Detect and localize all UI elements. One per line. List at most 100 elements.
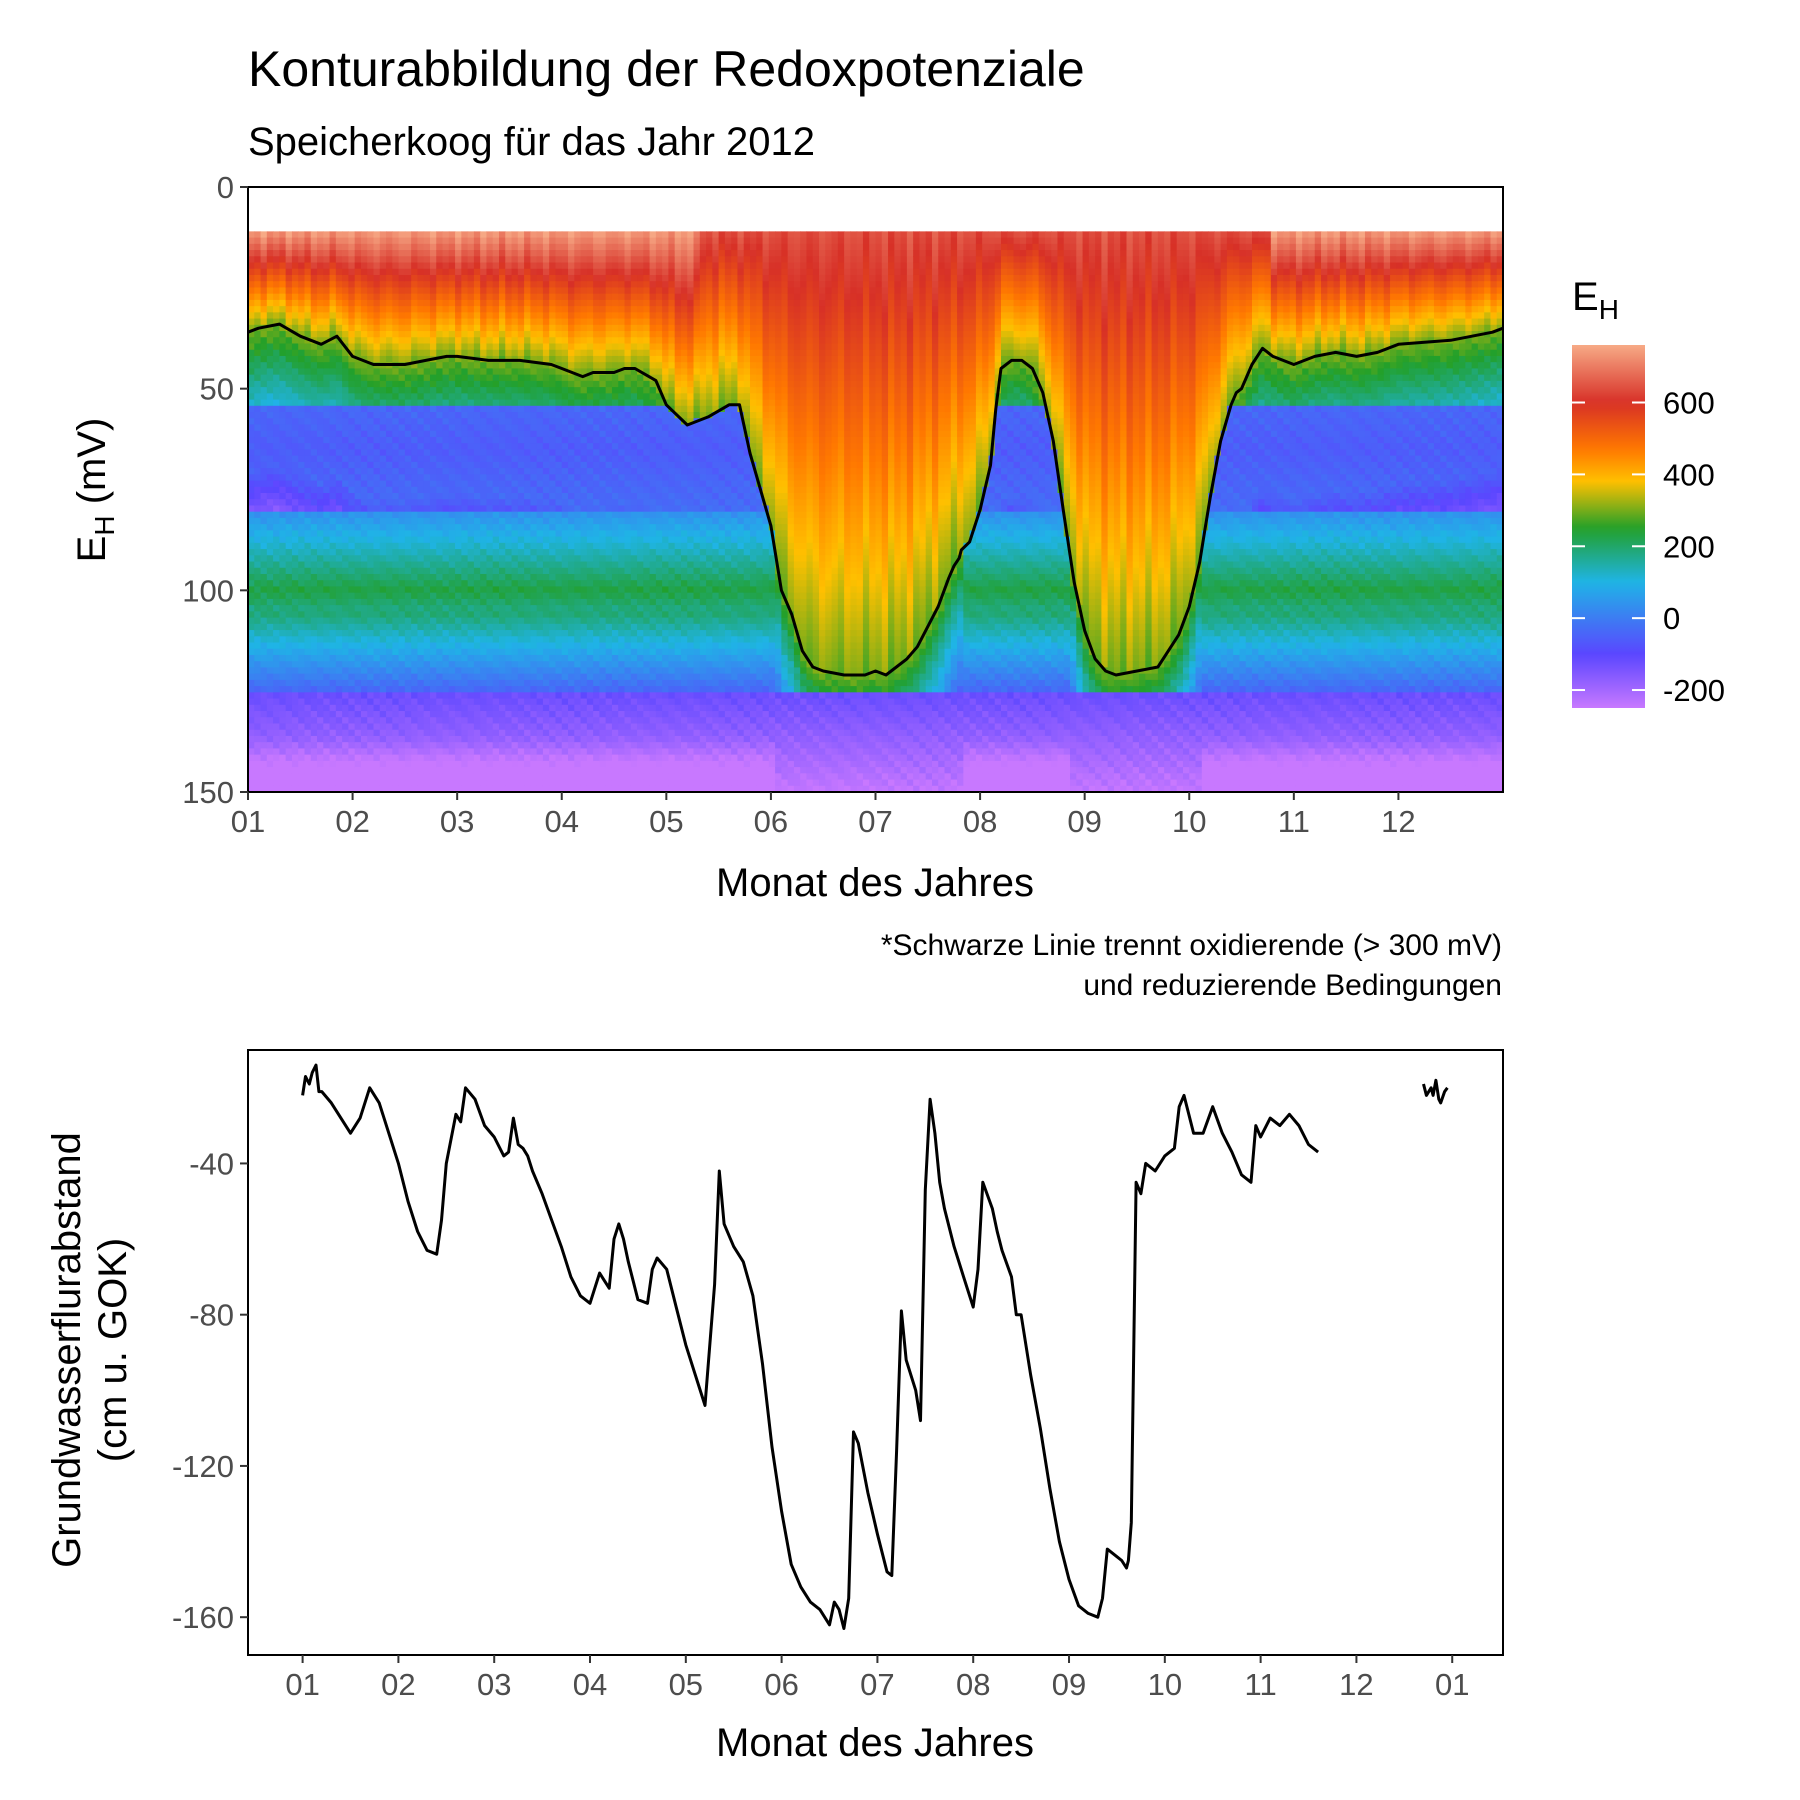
heatmap-cell xyxy=(530,623,538,631)
heatmap-cell xyxy=(436,256,444,264)
heatmap-cell xyxy=(442,374,450,382)
heatmap-cell xyxy=(461,293,469,301)
heatmap-cell xyxy=(436,493,444,500)
heatmap-cell xyxy=(549,679,557,687)
heatmap-cell xyxy=(574,343,582,351)
heatmap-cell xyxy=(310,480,318,488)
heatmap-cell xyxy=(285,767,293,774)
heatmap-cell xyxy=(304,250,312,257)
heatmap-cell xyxy=(298,256,306,264)
heatmap-cell xyxy=(360,748,368,756)
heatmap-cell xyxy=(273,343,280,351)
heatmap-cell xyxy=(536,324,544,332)
heatmap-cell xyxy=(524,667,531,675)
heatmap-cell xyxy=(310,679,318,687)
heatmap-cell xyxy=(354,630,362,637)
heatmap-cell xyxy=(411,443,419,450)
heatmap-cell xyxy=(291,611,299,619)
heatmap-cell xyxy=(335,779,343,787)
heatmap-cell xyxy=(392,231,400,239)
heatmap-cell xyxy=(317,673,324,681)
heatmap-cell xyxy=(511,542,519,550)
heatmap-cell xyxy=(580,412,588,419)
heatmap-cell xyxy=(473,617,481,625)
heatmap-cell xyxy=(586,642,594,650)
heatmap-cell xyxy=(273,449,280,457)
heatmap-cell xyxy=(505,393,513,401)
heatmap-cell xyxy=(555,231,563,239)
heatmap-cell xyxy=(511,318,519,326)
heatmap-cell xyxy=(499,567,506,575)
heatmap-cell xyxy=(492,598,500,606)
heatmap-cell xyxy=(511,742,519,749)
heatmap-cell xyxy=(348,661,356,669)
heatmap-cell xyxy=(335,698,343,706)
heatmap-cell xyxy=(260,598,268,606)
heatmap-cell xyxy=(436,524,444,531)
heatmap-cell xyxy=(568,605,575,612)
heatmap-cell xyxy=(298,243,306,251)
heatmap-cell xyxy=(473,343,481,351)
heatmap-cell xyxy=(329,486,337,494)
heatmap-cell xyxy=(436,499,444,507)
heatmap-cell xyxy=(386,654,393,662)
heatmap-cell xyxy=(448,268,456,276)
heatmap-cell xyxy=(473,586,481,594)
heatmap-cell xyxy=(317,623,324,631)
heatmap-cell xyxy=(266,617,274,625)
heatmap-cell xyxy=(542,617,550,625)
heatmap-cell xyxy=(285,306,293,313)
heatmap-cell xyxy=(285,262,293,270)
heatmap-cell xyxy=(568,704,575,712)
heatmap-cell xyxy=(448,468,456,475)
heatmap-cell xyxy=(561,598,569,606)
heatmap-cell xyxy=(499,667,506,675)
heatmap-cell xyxy=(386,773,393,781)
heatmap-cell xyxy=(392,468,400,475)
heatmap-cell xyxy=(398,530,406,538)
heatmap-cell xyxy=(593,337,600,345)
heatmap-cell xyxy=(254,511,262,519)
heatmap-cell xyxy=(254,630,262,637)
heatmap-cell xyxy=(317,331,324,338)
heatmap-cell xyxy=(310,661,318,669)
heatmap-cell xyxy=(348,299,356,307)
heatmap-cell xyxy=(473,648,481,656)
heatmap-cell xyxy=(298,773,306,781)
heatmap-cell xyxy=(461,667,469,675)
heatmap-cell xyxy=(461,505,469,513)
heatmap-cell xyxy=(505,324,513,332)
heatmap-cell xyxy=(266,767,274,774)
heatmap-cell xyxy=(448,480,456,488)
heatmap-cell xyxy=(260,517,268,525)
heatmap-cell xyxy=(505,530,513,538)
heatmap-cell xyxy=(411,287,419,295)
heatmap-cell xyxy=(536,636,544,644)
heatmap-cell xyxy=(367,499,375,507)
heatmap-cell xyxy=(386,274,393,282)
heatmap-cell xyxy=(266,760,274,768)
heatmap-cell xyxy=(505,505,513,513)
heatmap-cell xyxy=(530,399,538,407)
heatmap-cell xyxy=(542,355,550,363)
heatmap-cell xyxy=(417,299,425,307)
heatmap-cell xyxy=(505,586,513,594)
heatmap-cell xyxy=(260,530,268,538)
heatmap-cell xyxy=(505,418,513,426)
heatmap-cell xyxy=(373,418,381,426)
heatmap-cell xyxy=(461,486,469,494)
heatmap-cell xyxy=(455,779,462,787)
heatmap-cell xyxy=(248,474,255,482)
heatmap-cell xyxy=(442,536,450,544)
heatmap-cell xyxy=(254,623,262,631)
heatmap-cell xyxy=(392,393,400,401)
heatmap-cell xyxy=(304,380,312,388)
heatmap-cell xyxy=(511,493,519,500)
heatmap-cell xyxy=(511,536,519,544)
heatmap-cell xyxy=(279,349,287,357)
heatmap-cell xyxy=(473,561,481,569)
heatmap-cell xyxy=(323,430,331,438)
heatmap-cell xyxy=(442,679,450,687)
heatmap-cell xyxy=(423,785,431,793)
heatmap-cell xyxy=(354,735,362,743)
